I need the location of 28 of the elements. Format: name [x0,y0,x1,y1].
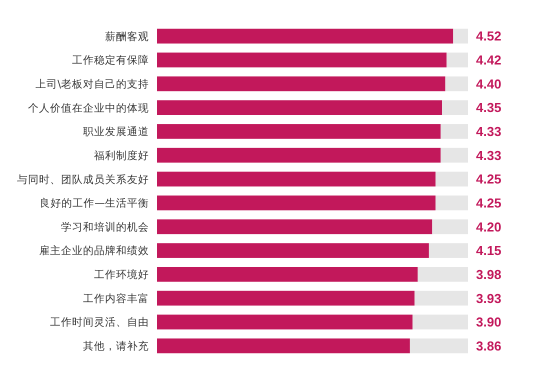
y-tick-label: 雇主企业的品牌和绩效 [39,244,149,258]
data-label: 3.90 [476,314,502,330]
data-label: 4.15 [476,243,502,258]
data-label: 4.25 [476,172,502,187]
y-tick-label: 上司\老板对自己的支持 [35,77,149,90]
data-label: 4.33 [476,124,502,139]
y-tick-label: 良好的工作—生活平衡 [40,196,149,210]
data-label: 4.25 [476,195,502,210]
y-tick-label: 个人价值在企业中的体现 [28,101,149,114]
data-label: 4.35 [476,100,502,116]
y-tick-label: 工作时间灵活、自由 [50,316,149,329]
data-label: 4.33 [476,148,502,163]
data-label: 3.93 [476,290,502,306]
y-tick-label: 福利制度好 [94,148,149,162]
y-tick-label: 工作环境好 [94,268,149,282]
data-label: 4.40 [476,76,502,92]
data-label: 4.52 [476,28,502,44]
y-tick-label: 与同时、团队成员关系友好 [17,172,149,186]
y-tick-label: 工作稳定有保障 [72,54,149,67]
y-tick-label: 其他，请补充 [83,340,149,353]
data-label: 3.86 [476,338,502,354]
y-tick-label: 薪酬客观 [105,30,149,43]
data-label: 3.98 [476,266,502,282]
y-tick-label: 职业发展通道 [83,125,149,138]
y-tick-label: 工作内容丰富 [83,292,149,305]
y-tick-label: 学习和培训的机会 [61,220,149,234]
data-label: 4.42 [476,52,502,68]
data-label: 4.20 [476,219,502,234]
